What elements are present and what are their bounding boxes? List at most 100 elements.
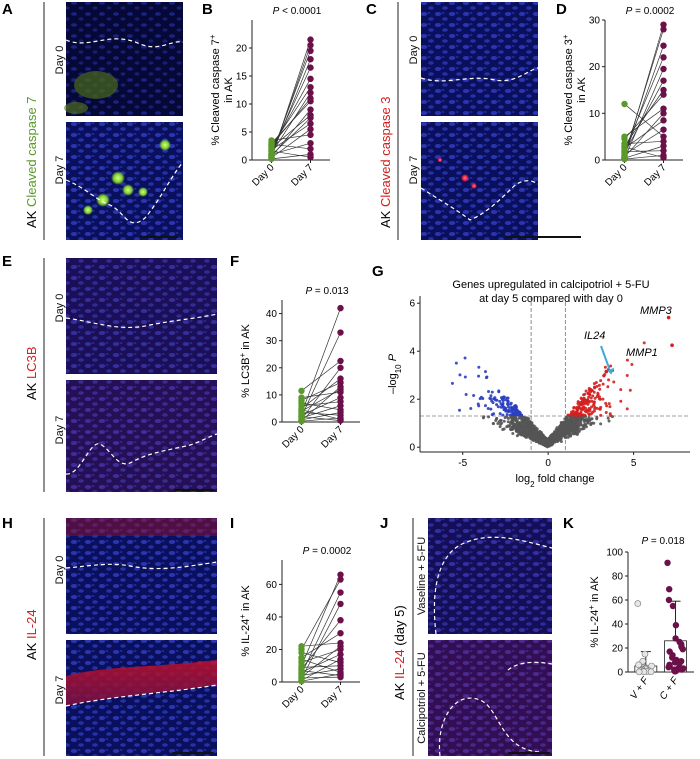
point-CF: [665, 596, 673, 604]
x-tick-label: Day 0: [603, 162, 630, 189]
pair-line: [271, 117, 311, 156]
y-tick-label: 100: [606, 548, 623, 559]
pair-line: [301, 417, 341, 422]
label-E-top: Day 0: [54, 294, 66, 323]
gene-point: [483, 404, 487, 408]
pair-line: [271, 128, 311, 159]
gene-point: [583, 392, 587, 396]
point-day7: [337, 589, 344, 596]
point-day7: [307, 131, 314, 138]
gene-point: [579, 403, 583, 407]
gene-point: [599, 413, 603, 417]
pair-line: [301, 401, 341, 407]
x-tick-label: Day 7: [642, 162, 669, 189]
pair-line: [624, 150, 664, 152]
gene-point: [545, 442, 549, 446]
chart-title-line1: Genes upregulated in calcipotriol + 5-FU: [452, 279, 649, 291]
pair-line: [271, 114, 311, 148]
p-symbol: P: [303, 546, 310, 557]
pair-line: [301, 308, 341, 414]
y-label-sup: +: [561, 34, 570, 39]
y-label-post: P: [387, 353, 399, 364]
gene-point: [495, 403, 499, 407]
gene-point: [594, 381, 598, 385]
gene-point: [606, 416, 610, 420]
x-tick-label: Day 0: [280, 424, 307, 451]
point-day7: [337, 364, 344, 371]
gene-points: [450, 341, 646, 449]
x-label-sub: 2: [530, 480, 535, 489]
gene-point: [515, 419, 519, 423]
x-tick-label: Day 7: [289, 162, 316, 189]
y-tick-label: 10: [236, 100, 248, 111]
gene-point: [513, 413, 517, 417]
gene-point: [597, 383, 601, 387]
point-day0: [298, 674, 305, 682]
chart-title-line2: at day 5 compared with day 0: [479, 293, 623, 305]
y-label-main: % LC3B: [240, 358, 252, 398]
gene-point: [450, 381, 454, 385]
gene-point: [599, 422, 603, 426]
pair-line: [301, 670, 341, 676]
gene-point: [522, 416, 526, 420]
side-marker: LC3B: [24, 347, 39, 380]
point-day0: [298, 417, 305, 425]
pair-line: [271, 134, 311, 141]
gene-point: [582, 418, 586, 422]
gene-point: [642, 341, 646, 345]
scale-bar-C: [505, 236, 581, 238]
gene-point: [509, 415, 513, 419]
gene-point: [477, 374, 481, 378]
gene-point: [503, 416, 507, 420]
gene-point: [551, 439, 555, 443]
x-tick-label: V + F: [628, 675, 651, 702]
micrograph-E-day7: [65, 380, 218, 492]
point-day7: [337, 329, 344, 336]
scale-bar-J: [508, 752, 550, 754]
gene-point: [501, 413, 505, 417]
pair-line: [301, 649, 341, 663]
gene-point: [492, 397, 496, 401]
gene-point: [549, 443, 553, 447]
gene-point: [579, 396, 583, 400]
pair-line: [301, 658, 341, 681]
side-marker: Cleaved caspase 7: [24, 96, 39, 207]
pair-line: [301, 412, 341, 421]
gene-point: [518, 426, 522, 430]
gene-point: [546, 444, 550, 448]
gene-point: [619, 399, 623, 403]
p-value: = 0.018: [648, 536, 685, 547]
gene-point: [587, 412, 591, 416]
gene-point: [585, 419, 589, 423]
gene-point: [487, 415, 491, 419]
y-label-sub: 10: [394, 364, 403, 373]
y-label-rest: in AK: [589, 576, 601, 605]
point-day7: [660, 138, 667, 145]
chart-D: 0 10 20 30 Day 0 Day 7 P = 0.0002 % Cleaved cas…: [561, 6, 683, 189]
x-tick-label: Day 0: [280, 684, 307, 711]
gene-point: [527, 417, 531, 421]
gene-point: [506, 399, 510, 403]
gene-point: [530, 428, 534, 432]
gene-point: [513, 426, 517, 430]
y-tick-label: 40: [266, 612, 278, 623]
point-day7: [660, 110, 667, 117]
side-prefix: AK: [24, 639, 39, 660]
point-day7: [337, 388, 344, 396]
gene-point: [571, 411, 575, 415]
p-value-label: P = 0.018: [641, 536, 685, 547]
point-day7: [660, 142, 667, 150]
point-day7: [660, 21, 667, 28]
y-axis-label: % IL-24+ in AK: [238, 585, 253, 657]
point-CF: [679, 646, 687, 653]
gene-point: [477, 404, 481, 408]
micrograph-J-top: [428, 518, 553, 635]
gene-point: [534, 437, 538, 441]
gene-point: [625, 358, 629, 362]
gene-point: [500, 403, 504, 407]
gene-point: [586, 401, 590, 405]
panel-H-side-label: AK IL-24: [24, 609, 39, 660]
p-value: = 0.0002: [632, 6, 674, 17]
gene-point: [572, 425, 576, 429]
gene-point: [511, 432, 515, 436]
